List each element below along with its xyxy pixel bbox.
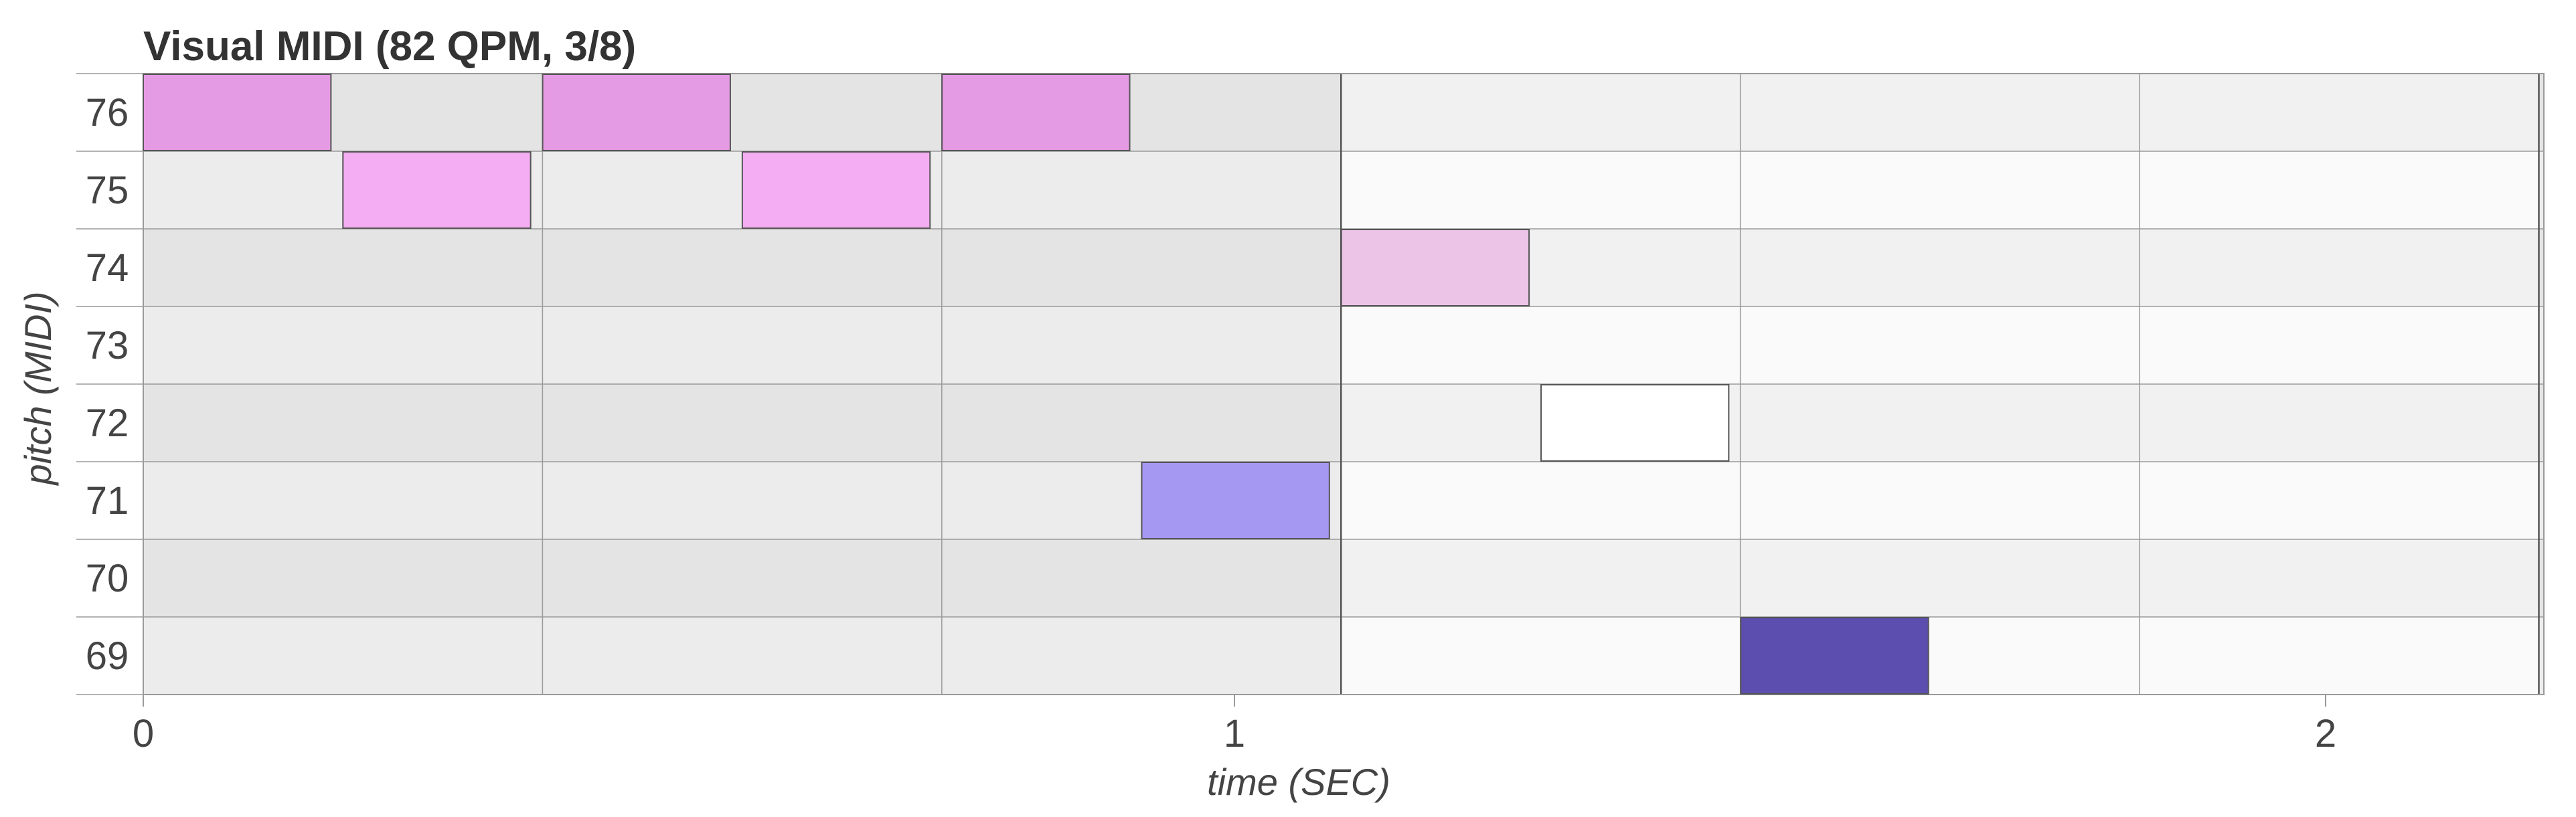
note-4 xyxy=(741,151,931,229)
plot-frame xyxy=(143,73,2545,695)
pitch-row-band xyxy=(1341,539,2539,617)
y-tick-label: 69 xyxy=(86,634,129,678)
y-tick-label: 73 xyxy=(86,324,129,367)
pitch-row-band xyxy=(2539,462,2544,539)
note-8 xyxy=(1540,384,1730,462)
pitch-row-band xyxy=(1341,229,2539,306)
y-tick-label: 76 xyxy=(86,91,129,134)
pitch-row-band xyxy=(143,74,1342,151)
pitch-row-band xyxy=(143,617,1342,695)
note-9 xyxy=(1740,617,1929,695)
y-tick-label: 70 xyxy=(86,557,129,600)
pitch-row-band xyxy=(143,539,1342,617)
pitch-row-band xyxy=(2539,617,2544,695)
pitch-row-band xyxy=(2539,229,2544,306)
pitch-row-band xyxy=(2539,74,2544,151)
pitch-row-band xyxy=(2539,539,2544,617)
y-axis-ticks: 69 70 71 72 73 74 75 76 xyxy=(86,91,129,678)
x-axis-label: time (SEC) xyxy=(1207,761,1390,803)
y-axis-label: pitch (MIDI) xyxy=(17,291,59,486)
x-tick-label: 2 xyxy=(2315,712,2336,755)
pitch-row-band xyxy=(143,306,1342,384)
y-tick-label: 74 xyxy=(86,246,129,290)
note-6 xyxy=(1141,462,1330,539)
pitch-row-band xyxy=(1341,384,2539,462)
note-7 xyxy=(1340,229,1530,306)
note-1 xyxy=(143,74,332,151)
pitch-row-band xyxy=(1341,74,2539,151)
y-tick-label: 71 xyxy=(86,479,129,523)
pitch-row-band xyxy=(143,229,1342,306)
pitch-row-band xyxy=(2539,151,2544,229)
note-2 xyxy=(342,151,532,229)
pitch-row-band xyxy=(2539,384,2544,462)
notes-layer xyxy=(143,74,1929,695)
x-axis-ticks: 0 1 2 xyxy=(133,695,2336,755)
x-tick-label: 1 xyxy=(1224,712,1245,755)
pitch-row-band xyxy=(1341,151,2539,229)
y-tick-label: 72 xyxy=(86,401,129,445)
pitch-row-band xyxy=(143,384,1342,462)
chart-title: Visual MIDI (82 QPM, 3/8) xyxy=(143,23,636,70)
x-tick-label: 0 xyxy=(133,712,154,755)
pitch-row-band xyxy=(1341,617,2539,695)
pitch-row-band xyxy=(1341,462,2539,539)
note-5 xyxy=(941,74,1131,151)
y-tick-label: 75 xyxy=(86,169,129,212)
note-3 xyxy=(542,74,731,151)
pitch-row-band xyxy=(2539,306,2544,384)
pitch-row-band xyxy=(1341,306,2539,384)
